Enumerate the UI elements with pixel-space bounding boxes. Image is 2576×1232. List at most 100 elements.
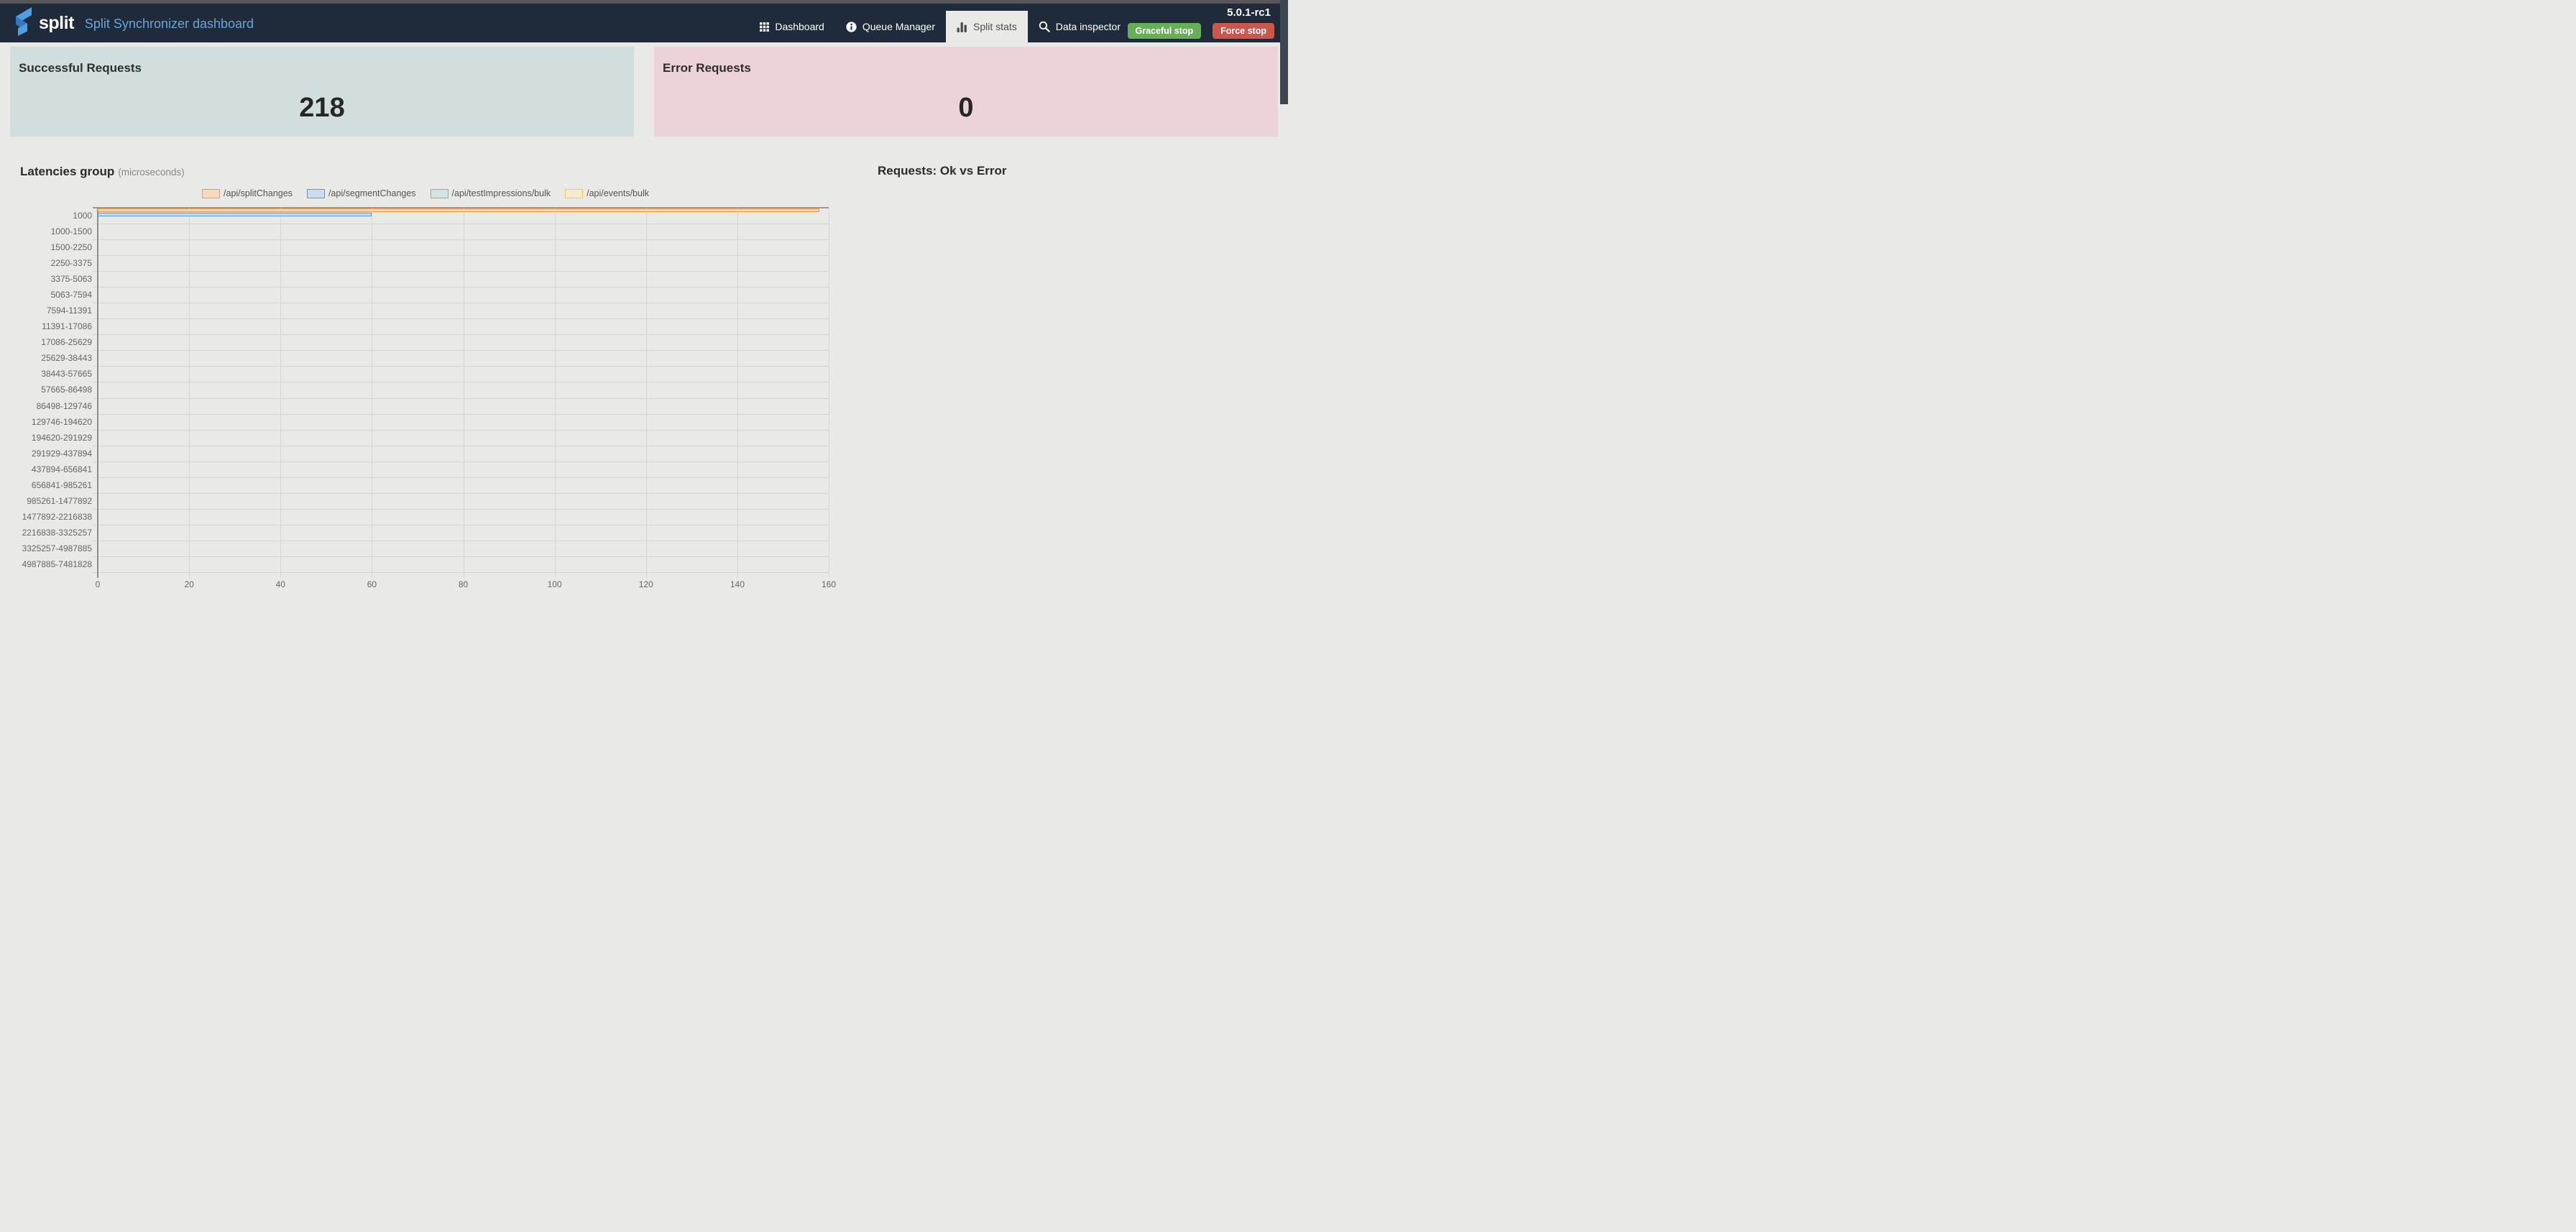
x-axis-label: 0: [95, 579, 101, 589]
legend-item-split-changes[interactable]: /api/splitChanges: [202, 188, 293, 198]
navbar: split Split Synchronizer dashboard Dashb…: [0, 4, 1288, 42]
y-axis-label: 1500-2250: [50, 242, 92, 253]
legend-item-test-impressions-bulk[interactable]: /api/testImpressions/bulk: [430, 188, 551, 198]
row-gridline: [93, 492, 829, 494]
row-gridline: [93, 287, 829, 288]
nav-item-dashboard[interactable]: Dashboard: [749, 11, 835, 42]
row-gridline: [93, 239, 829, 241]
x-axis-label: 120: [638, 579, 653, 589]
page-title: Split Synchronizer dashboard: [84, 16, 254, 31]
y-axis-label: 437894-656841: [31, 464, 92, 474]
legend-label: /api/testImpressions/bulk: [451, 188, 551, 198]
y-axis-label: 656841-985261: [31, 479, 92, 490]
row-gridline: [93, 366, 829, 367]
x-gridline: [645, 208, 647, 578]
y-axis-label: 194620-291929: [31, 432, 92, 443]
latencies-unit-label: (microseconds): [118, 167, 185, 178]
x-axis-label: 80: [458, 579, 469, 589]
y-axis-label: 1000: [73, 211, 92, 221]
nav-item-label: Data inspector: [1055, 21, 1121, 32]
legend-swatch-split-changes: [202, 188, 221, 198]
y-axis-label: 985261-1477892: [27, 495, 92, 506]
legend-swatch-test-impressions-bulk: [430, 188, 448, 198]
card-value: 218: [299, 93, 345, 123]
scrollbar-thumb[interactable]: [1280, 0, 1288, 104]
card-title: Successful Requests: [19, 61, 142, 75]
requests-section-title: Requests: Ok vs Error: [878, 164, 1007, 178]
row-gridline: [93, 429, 829, 431]
y-axis-label: 38443-57665: [41, 369, 92, 380]
window-top-edge: [0, 0, 1288, 4]
row-gridline: [93, 413, 829, 415]
row-gridline: [93, 508, 829, 510]
nav-item-label: Queue Manager: [862, 21, 936, 32]
legend-swatch-events-bulk: [565, 188, 584, 198]
x-axis-label: 160: [821, 579, 837, 589]
legend-label: /api/events/bulk: [586, 188, 649, 198]
y-axis-label: 5063-7594: [50, 290, 92, 300]
row-gridline: [93, 350, 829, 351]
card-value: 0: [958, 93, 974, 123]
y-axis-label: 2216838-3325257: [22, 527, 92, 538]
stop-buttons: Graceful stop Force stop: [1127, 23, 1274, 39]
split-logo-icon: [12, 6, 34, 40]
row-gridline: [93, 477, 829, 478]
successful-requests-card: Successful Requests 218: [10, 47, 634, 137]
x-axis-label: 100: [547, 579, 562, 589]
latencies-chart: /api/splitChanges/api/segmentChanges/api…: [22, 188, 836, 589]
x-axis-label: 60: [367, 579, 377, 589]
y-axis-label: 2250-3375: [50, 258, 92, 269]
y-axis-label: 1000-1500: [50, 226, 92, 237]
bar-segment-changes: [98, 212, 372, 216]
row-gridline: [93, 461, 829, 462]
row-gridline: [93, 556, 829, 557]
info-icon: [846, 21, 857, 32]
brand-wordmark: split: [39, 12, 74, 33]
y-axis-label: 7594-11391: [46, 305, 92, 316]
error-requests-card: Error Requests 0: [654, 47, 1278, 137]
row-gridline: [93, 397, 829, 399]
y-axis-label: 57665-86498: [41, 385, 92, 395]
legend-label: /api/segmentChanges: [328, 188, 416, 198]
bar-chart-icon: [957, 22, 967, 32]
y-axis-label: 129746-194620: [31, 416, 92, 427]
x-gridline: [189, 208, 190, 578]
search-icon: [1039, 21, 1050, 32]
brand: split Split Synchronizer dashboard: [12, 4, 254, 42]
y-axis-label: 291929-437894: [31, 448, 92, 459]
latencies-section-title: Latencies group (microseconds): [20, 165, 185, 178]
x-gridline: [280, 208, 282, 578]
nav-item-queue-manager[interactable]: Queue Manager: [835, 11, 946, 42]
legend-item-segment-changes[interactable]: /api/segmentChanges: [306, 188, 416, 198]
bar-split-changes: [98, 208, 820, 213]
grid-icon: [760, 22, 770, 32]
nav-item-split-stats[interactable]: Split stats: [946, 11, 1028, 42]
chart-legend: /api/splitChanges/api/segmentChanges/api…: [0, 188, 851, 198]
x-axis-label: 40: [275, 579, 285, 589]
x-axis-label: 20: [184, 579, 194, 589]
nav-item-label: Split stats: [973, 21, 1017, 32]
nav-item-data-inspector[interactable]: Data inspector: [1028, 11, 1131, 42]
y-axis-label: 1477892-2216838: [22, 511, 92, 522]
legend-item-events-bulk[interactable]: /api/events/bulk: [565, 188, 649, 198]
force-stop-button[interactable]: Force stop: [1213, 23, 1274, 39]
chart-top-border: [93, 207, 829, 208]
x-gridline: [554, 208, 556, 578]
version-label: 5.0.1-rc1: [1227, 6, 1271, 19]
y-axis-label: 3375-5063: [50, 274, 92, 285]
y-axis-line: [97, 208, 98, 578]
card-title: Error Requests: [663, 61, 751, 75]
summary-cards: Successful Requests 218 Error Requests 0: [10, 47, 1278, 137]
main-nav: Dashboard Queue Manager Split stats Data in…: [749, 11, 1131, 42]
y-axis-label: 11391-17086: [42, 321, 92, 332]
y-axis-label: 86498-129746: [36, 400, 92, 411]
x-gridline: [737, 208, 738, 578]
row-gridline: [93, 271, 829, 272]
y-axis-label: 3325257-4987885: [22, 543, 92, 553]
graceful-stop-button[interactable]: Graceful stop: [1127, 23, 1202, 39]
nav-item-label: Dashboard: [775, 21, 824, 32]
x-axis-label: 140: [730, 579, 745, 589]
y-axis-label: 17086-25629: [41, 337, 92, 348]
legend-label: /api/splitChanges: [224, 188, 293, 198]
y-axis-label: 25629-38443: [41, 353, 92, 364]
